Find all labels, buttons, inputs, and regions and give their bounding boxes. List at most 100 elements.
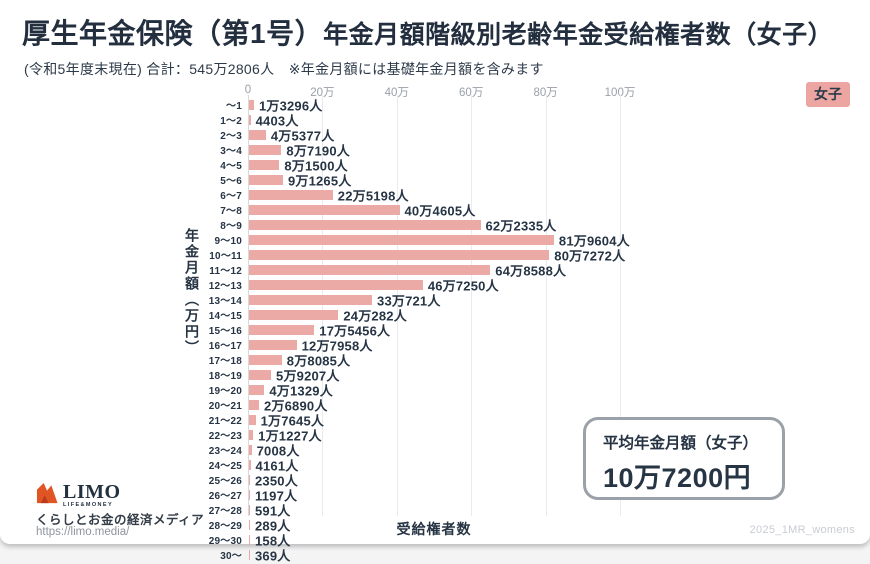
value-label: 12万7958人 (301, 338, 373, 353)
page-title-rest: 年金月額階級別老齢年金受給権者数（女子） (323, 21, 834, 49)
bar-track: 33万721人 (248, 293, 870, 308)
category-label: 17～18 (208, 356, 242, 367)
category-label: 18～19 (208, 371, 242, 382)
bar-row: 6～7 22万5198人 (0, 187, 870, 203)
bar-row: 19～20 4万1329人 (0, 382, 870, 398)
bar (249, 294, 373, 305)
limo-brand-tagline: LIFE&MONEY (63, 502, 114, 508)
bar-row: 5～6 9万1265人 (0, 172, 870, 188)
site-url: https://limo.media/ (36, 526, 130, 538)
y-axis-line (248, 95, 249, 516)
bar-row: 12～13 46万7250人 (0, 277, 870, 293)
category-label: 10～11 (209, 251, 242, 262)
category-label: 6～7 (220, 191, 242, 202)
value-label: 2350人 (255, 473, 298, 488)
bar-track: 1万3296人 (248, 98, 870, 113)
x-axis-ticks: 0 20万 40万 60万 80万 100万 (0, 84, 870, 99)
bar-row: 29～30 158人 (0, 532, 870, 548)
x-tick-label: 60万 (459, 87, 484, 99)
value-label: 2万6890人 (264, 398, 328, 413)
value-label: 1万1227人 (258, 428, 322, 443)
media-tagline: くらしとお金の経済メディア (36, 513, 205, 527)
bar (249, 204, 400, 215)
gridline (620, 95, 621, 516)
bar-track: 8万1500人 (248, 158, 870, 173)
category-label: 2～3 (220, 131, 242, 142)
value-label: 81万9604人 (558, 233, 630, 248)
category-label: 14～15 (208, 311, 242, 322)
value-label: 4万1329人 (269, 383, 333, 398)
bar-row: 30～ 369人 (0, 547, 870, 563)
x-tick-label: 0 (244, 84, 252, 96)
bar (249, 129, 266, 140)
bar-track: 1197人 (248, 488, 870, 503)
value-label: 4万5377人 (270, 128, 335, 143)
value-label: 8万8085人 (286, 353, 351, 368)
bar (249, 249, 550, 260)
category-label: 21～22 (208, 416, 242, 427)
value-label: 62万2335人 (485, 218, 557, 233)
bar (249, 459, 251, 470)
bar (249, 159, 280, 170)
x-axis-label: 受給権者数 (396, 521, 472, 537)
gridline (545, 95, 547, 516)
value-label: 40万4605人 (404, 203, 476, 218)
bar-row: 7～8 40万4605人 (0, 202, 870, 218)
bar (249, 519, 250, 530)
page-title: 厚生年金保険（第1号）年金月額階級別老齢年金受給権者数（女子） (22, 12, 833, 52)
bar (249, 339, 297, 350)
bar-track: 81万9604人 (248, 233, 870, 248)
bar-track: 4403人 (248, 113, 870, 128)
bar-chart: ～1 1万3296人 1～2 4403人 2～3 4万5377人 3～4 8万7190人 4～5… (0, 97, 870, 563)
bar (249, 369, 272, 380)
bar (249, 534, 250, 545)
category-label: 13～14 (208, 296, 242, 307)
document-watermark: 2025_1MR_womens (749, 524, 855, 536)
category-label: 27～28 (208, 506, 242, 517)
bar (249, 399, 259, 410)
category-label: 19～20 (208, 386, 242, 397)
value-label: 22万5198人 (337, 188, 409, 203)
limo-brand-name: LIMO (63, 481, 121, 503)
category-label: 26～27 (208, 491, 242, 502)
bar (249, 264, 491, 275)
category-label: 22～23 (208, 431, 242, 442)
limo-logo: LIMO LIFE&MONEY (36, 482, 121, 509)
bar-row: 24～25 4161人 (0, 457, 870, 473)
limo-wordmark: LIMO LIFE&MONEY (63, 482, 121, 509)
value-label: 4403人 (255, 113, 299, 128)
bar-row: 20～21 2万6890人 (0, 397, 870, 413)
value-label: 24万282人 (343, 308, 407, 323)
average-box-title: 平均年金月額（女子） (603, 435, 759, 452)
bar-row: 22～23 1万1227人 (0, 427, 870, 443)
value-label: 1197人 (255, 488, 298, 503)
value-label: 9万1265人 (287, 173, 352, 188)
category-label: 25～26 (208, 476, 242, 487)
bar-row: 10～11 80万7272人 (0, 247, 870, 263)
bar (249, 489, 250, 500)
bar-track: 1万1227人 (248, 428, 870, 443)
bar (249, 144, 282, 155)
bar-track: 17万5456人 (248, 323, 870, 338)
bar-row: 18～19 5万9207人 (0, 367, 870, 383)
bar (249, 174, 283, 185)
bar-track: 7008人 (248, 443, 870, 458)
value-label: 17万5456人 (319, 323, 391, 338)
bar-track: 4161人 (248, 458, 870, 473)
gender-badge: 女子 (806, 82, 850, 107)
bar (249, 114, 251, 125)
bar-track: 40万4605人 (248, 203, 870, 218)
x-tick-label: 20万 (310, 87, 335, 99)
average-annotation-box: 平均年金月額（女子） 10万7200円 (583, 417, 785, 500)
bar-row: 1～2 4403人 (0, 112, 870, 128)
category-label: ～1 (226, 101, 242, 112)
bar-row: 16～17 12万7958人 (0, 337, 870, 353)
category-label: 28～29 (208, 521, 242, 532)
bar (249, 279, 423, 290)
bar-row: 14～15 24万282人 (0, 307, 870, 323)
bar (249, 429, 254, 440)
bar (249, 549, 250, 560)
value-label: 369人 (255, 548, 291, 563)
value-label: 33万721人 (377, 293, 441, 308)
bar-track: 2万6890人 (248, 398, 870, 413)
